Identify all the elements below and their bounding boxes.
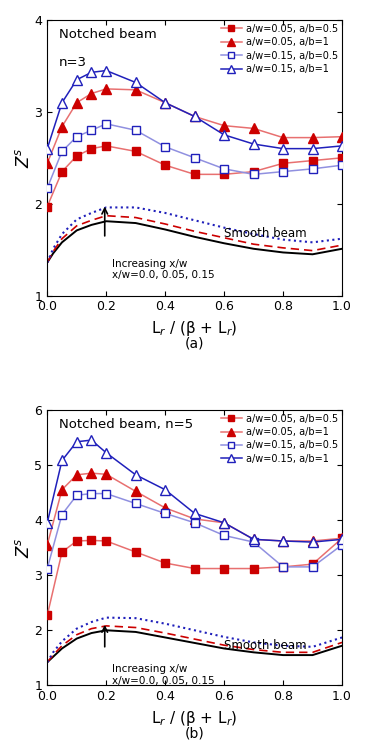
Legend: a/w=0.05, a/b=0.5, a/w=0.05, a/b=1, a/w=0.15, a/b=0.5, a/w=0.15, a/b=1: a/w=0.05, a/b=0.5, a/w=0.05, a/b=1, a/w=…	[219, 412, 340, 466]
Text: Increasing x/w
x/w=0.0, 0.05, 0.15: Increasing x/w x/w=0.0, 0.05, 0.15	[112, 259, 215, 280]
Text: Increasing x/w
x/w=0.0, 0.05, 0.15: Increasing x/w x/w=0.0, 0.05, 0.15	[112, 664, 215, 686]
Text: n=3: n=3	[59, 56, 87, 69]
X-axis label: L$_r$ / (β + L$_r$): L$_r$ / (β + L$_r$)	[151, 319, 238, 338]
Legend: a/w=0.05, a/b=0.5, a/w=0.05, a/b=1, a/w=0.15, a/b=0.5, a/w=0.15, a/b=1: a/w=0.05, a/b=0.5, a/w=0.05, a/b=1, a/w=…	[219, 22, 340, 76]
Text: Smooth beam: Smooth beam	[224, 227, 307, 240]
Text: Notched beam: Notched beam	[59, 28, 157, 41]
X-axis label: L$_r$ / (β + L$_r$): L$_r$ / (β + L$_r$)	[151, 709, 238, 728]
Text: (a): (a)	[185, 337, 204, 351]
Y-axis label: $Z^s$: $Z^s$	[15, 537, 33, 558]
Text: Notched beam, n=5: Notched beam, n=5	[59, 418, 193, 431]
Text: Smooth beam: Smooth beam	[224, 639, 307, 652]
Text: (b): (b)	[185, 727, 204, 740]
Y-axis label: $Z^s$: $Z^s$	[15, 148, 33, 168]
